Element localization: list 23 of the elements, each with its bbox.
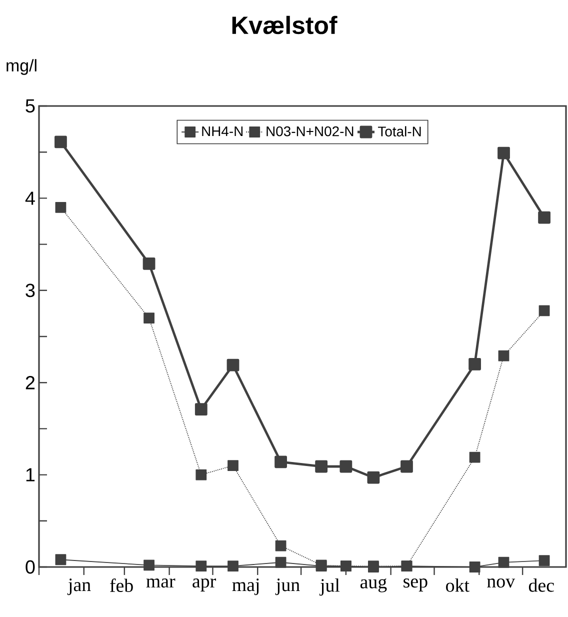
y-axis-title: mg/l [6,59,36,75]
x-tick-label: feb [110,578,133,592]
x-tick-label: jul [319,578,340,596]
legend-label: N03-N+N02-N [266,126,354,136]
legend-label: NH4-N [202,126,243,136]
y-tick-label: 0 [26,560,35,574]
x-tick-label: maj [232,578,259,596]
y-tick-label: 5 [26,99,35,113]
x-tick-label: sep [404,578,428,592]
x-tick-label: apr [192,578,216,592]
y-tick-label: 4 [25,192,35,205]
x-tick-label: nov [487,578,516,588]
y-tick-label: 3 [26,284,35,298]
y-tick-label: 1 [26,468,35,482]
legend-label: Total-N [378,126,421,136]
x-tick-label: aug [360,578,387,592]
x-tick-label: jun [275,578,300,596]
chart-title: Kvælstof [232,16,338,34]
x-tick-label: dec [528,578,554,592]
x-tick-label: jan [67,578,91,596]
x-tick-label: mar [146,578,176,588]
x-tick-label: okt [446,578,470,592]
y-tick-label: 2 [26,376,35,390]
